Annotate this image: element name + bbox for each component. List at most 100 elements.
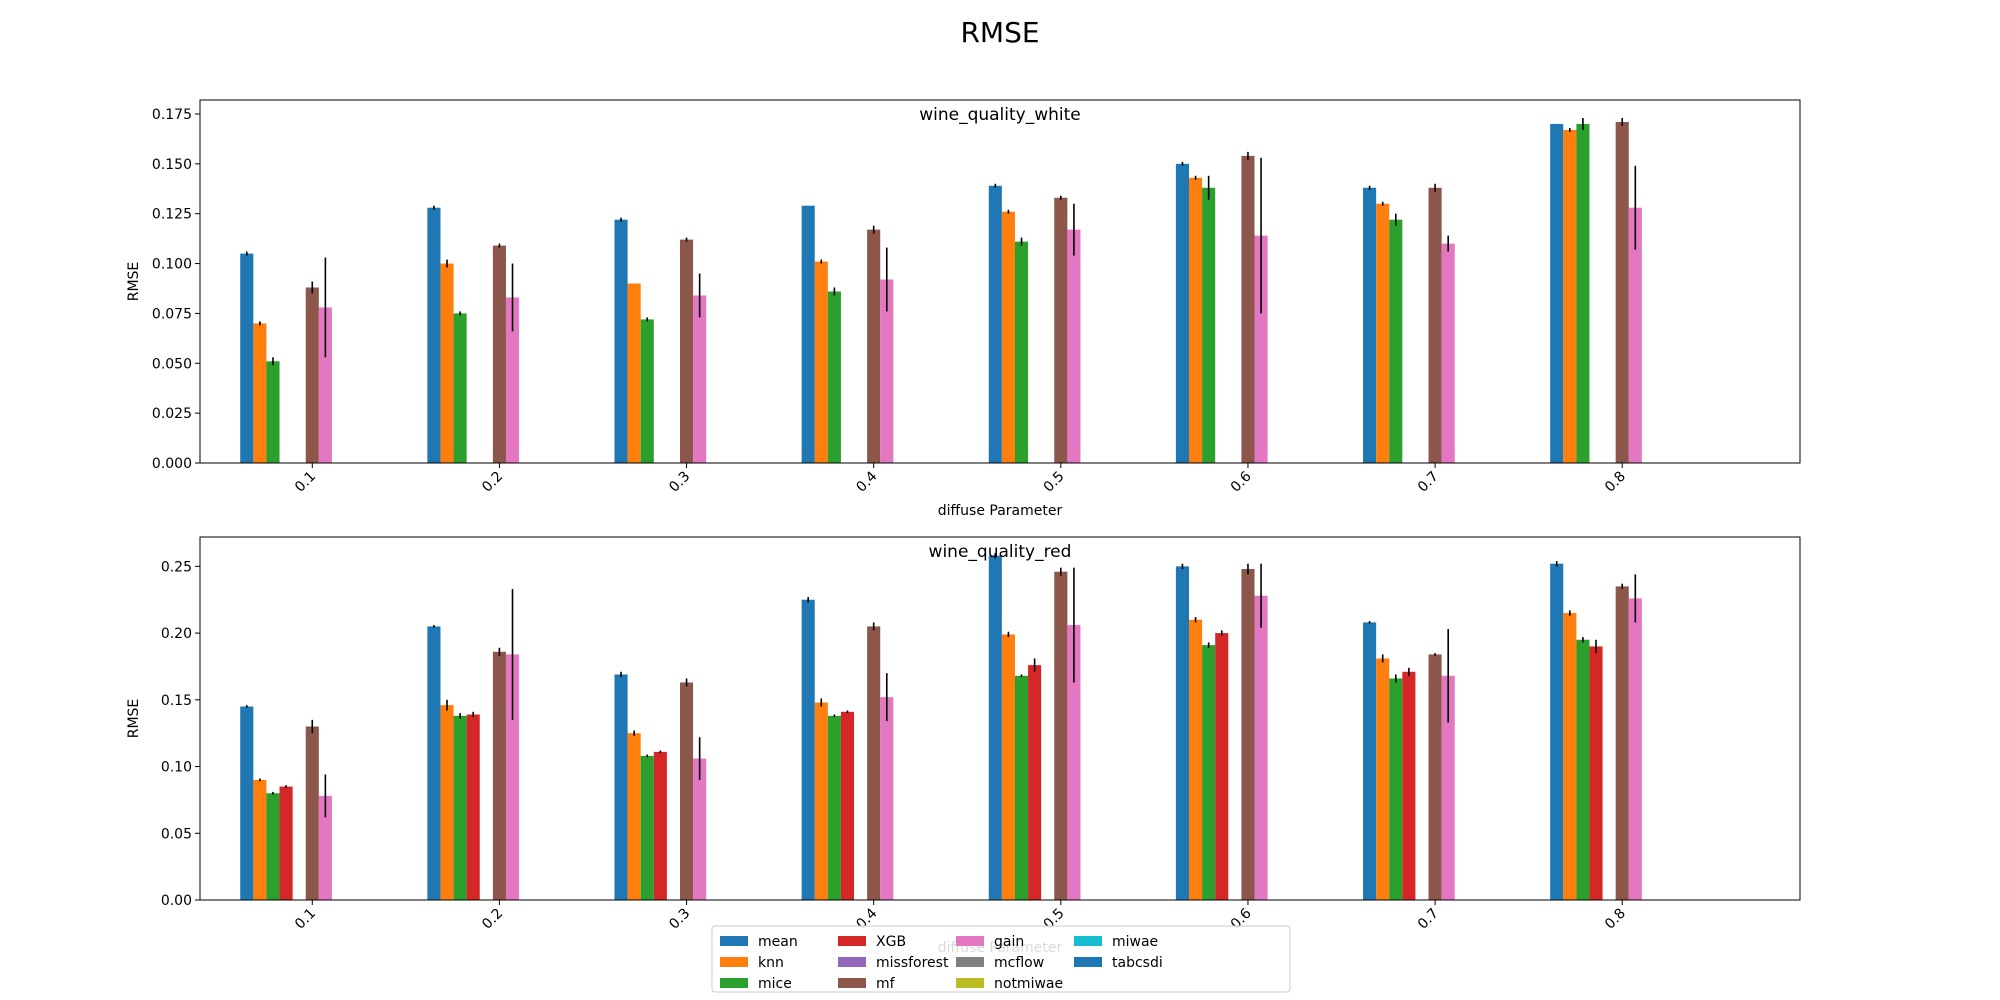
bar-mf-0.1 — [305, 287, 319, 463]
legend-entry-gain: gain — [956, 934, 1024, 950]
bar-XGB-0.4 — [840, 711, 855, 900]
legend-label: mf — [876, 976, 896, 992]
bar-mean-0.8 — [1550, 123, 1564, 463]
bar-mean-0.5 — [988, 185, 1002, 463]
legend-entry-notmiwae: notmiwae — [956, 976, 1063, 992]
x-axis-label: diffuse Parameter — [938, 503, 1063, 519]
bar-mf-0.4 — [867, 229, 881, 463]
legend-swatch — [956, 957, 984, 967]
panel-2: 0.000.050.100.150.200.250.1 0.2 0.3 0.4 0.5 0… — [126, 536, 1801, 956]
x-tick-label: 0.7 — [1415, 906, 1442, 933]
legend-label: mice — [758, 976, 792, 992]
y-tick-label: 0.150 — [152, 157, 192, 173]
bar-mean-0.2 — [427, 207, 441, 463]
y-tick-label: 0.050 — [152, 356, 192, 372]
legend-entry-XGB: XGB — [838, 934, 906, 950]
bar-gain-0.6 — [1254, 235, 1268, 463]
bar-mice-0.6 — [1202, 645, 1216, 900]
x-tick-label: 0.1 — [292, 906, 319, 933]
bar-mice-0.7 — [1389, 219, 1403, 463]
x-tick-label: 0.2 — [479, 469, 506, 496]
y-tick-label: 0.15 — [161, 693, 192, 709]
bar-mice-0.2 — [453, 313, 467, 463]
bar-XGB-0.1 — [279, 786, 293, 900]
x-tick-label: 0.3 — [666, 906, 693, 933]
legend-swatch — [1074, 936, 1102, 946]
bar-gain-0.7 — [1441, 243, 1455, 463]
bar-mice-0.8 — [1576, 123, 1590, 463]
panel-title: wine_quality_white — [919, 105, 1081, 125]
bar-mice-0.1 — [266, 793, 280, 900]
bar-mean-0.1 — [240, 706, 254, 900]
bar-knn-0.8 — [1563, 613, 1577, 900]
bar-knn-0.8 — [1563, 129, 1577, 463]
legend-entry-mice: mice — [720, 976, 792, 992]
bar-gain-0.5 — [1067, 625, 1081, 900]
bar-gain-0.6 — [1254, 595, 1268, 900]
bar-mf-0.5 — [1054, 571, 1068, 900]
legend-entry-tabcsdi: tabcsdi — [1074, 955, 1163, 971]
bar-mice-0.7 — [1389, 678, 1403, 900]
bar-mice-0.6 — [1202, 187, 1216, 463]
bar-mice-0.3 — [640, 755, 654, 900]
bar-knn-0.4 — [814, 702, 828, 900]
bar-mice-0.1 — [266, 361, 280, 463]
bar-mf-0.2 — [492, 245, 506, 463]
bar-XGB-0.6 — [1215, 633, 1229, 900]
bar-mice-0.3 — [640, 319, 654, 463]
legend-swatch — [838, 936, 866, 946]
bar-mf-0.3 — [680, 239, 694, 463]
x-tick-label: 0.8 — [1602, 906, 1629, 933]
legend-swatch — [1074, 957, 1102, 967]
bar-mf-0.8 — [1615, 586, 1629, 900]
legend-entry-knn: knn — [720, 955, 784, 971]
legend-label: mcflow — [994, 955, 1044, 971]
legend-label: tabcsdi — [1112, 955, 1163, 971]
bar-mf-0.8 — [1615, 121, 1629, 463]
bar-knn-0.4 — [814, 261, 828, 463]
bar-mice-0.2 — [453, 715, 467, 900]
y-tick-label: 0.00 — [161, 893, 192, 909]
bar-mean-0.5 — [988, 555, 1002, 900]
bar-XGB-0.7 — [1402, 671, 1416, 900]
x-tick-label: 0.3 — [666, 469, 693, 496]
bar-gain-0.4 — [880, 279, 894, 463]
bar-mice-0.8 — [1576, 639, 1590, 900]
bar-mean-0.8 — [1550, 563, 1564, 900]
bar-mice-0.4 — [827, 291, 841, 463]
bar-knn-0.2 — [440, 705, 454, 900]
bar-knn-0.6 — [1189, 619, 1203, 900]
bar-mf-0.5 — [1054, 197, 1068, 463]
bar-knn-0.5 — [1001, 634, 1015, 900]
axes-frame — [199, 536, 1801, 901]
bar-mf-0.1 — [305, 726, 319, 900]
y-tick-label: 0.05 — [161, 826, 192, 842]
bar-mice-0.5 — [1014, 675, 1029, 900]
bar-knn-0.1 — [253, 779, 267, 900]
bar-gain-0.8 — [1628, 207, 1642, 463]
bar-mf-0.4 — [867, 626, 881, 900]
legend-entry-mean: mean — [720, 934, 798, 950]
y-tick-label: 0.175 — [152, 107, 192, 123]
legend-swatch — [838, 957, 866, 967]
legend-swatch — [838, 978, 866, 988]
bar-XGB-0.3 — [653, 751, 667, 900]
legend-label: mean — [758, 934, 798, 950]
bar-mean-0.1 — [240, 253, 254, 463]
legend-entry-mf: mf — [838, 976, 896, 992]
bar-gain-0.8 — [1628, 598, 1642, 900]
y-tick-label: 0.075 — [152, 306, 192, 322]
y-axis-label: RMSE — [126, 262, 142, 302]
bar-mean-0.4 — [801, 599, 815, 900]
legend-swatch — [956, 978, 984, 988]
bar-mean-0.4 — [801, 205, 815, 463]
bar-knn-0.7 — [1376, 658, 1390, 900]
y-tick-label: 0.125 — [152, 207, 192, 223]
x-tick-label: 0.5 — [1041, 469, 1068, 496]
axes-frame — [199, 99, 1801, 464]
x-tick-label: 0.4 — [853, 468, 880, 495]
bar-knn-0.1 — [253, 323, 267, 463]
bar-XGB-0.2 — [466, 714, 480, 900]
legend-entry-mcflow: mcflow — [956, 955, 1044, 971]
x-tick-label: 0.2 — [479, 906, 506, 933]
